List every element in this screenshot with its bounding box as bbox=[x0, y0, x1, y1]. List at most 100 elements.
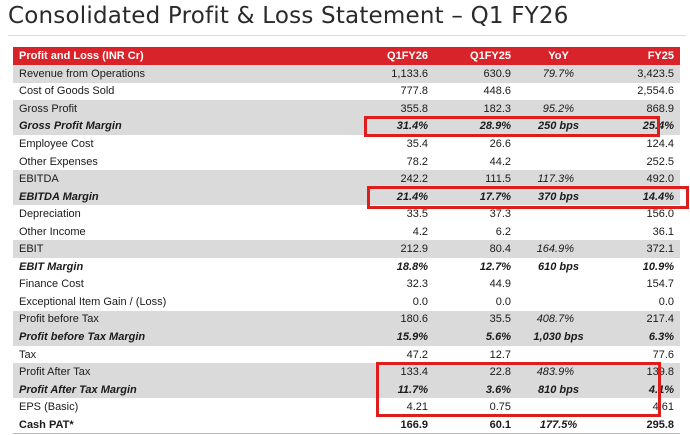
cell-q1fy25: 182.3 bbox=[483, 102, 511, 115]
cell-fy25: 154.7 bbox=[646, 278, 674, 291]
cell-fy25: 492.0 bbox=[646, 173, 674, 186]
table-header-row: Profit and Loss (INR Cr) Q1FY26 Q1FY25 Y… bbox=[13, 47, 680, 65]
row-label: Gross Profit Margin bbox=[19, 120, 122, 133]
table-row: Cash PAT* 166.9 60.1 177.5% 295.8 bbox=[13, 415, 680, 434]
row-label: EBIT Margin bbox=[19, 260, 84, 273]
cell-yoy: 1,030 bps bbox=[533, 330, 584, 343]
row-label: EBIT bbox=[19, 243, 44, 256]
row-label: Revenue from Operations bbox=[19, 67, 145, 80]
row-label: Employee Cost bbox=[19, 137, 94, 150]
cell-q1fy26: 180.6 bbox=[400, 313, 428, 326]
cell-q1fy25: 17.7% bbox=[479, 190, 511, 203]
table-row: Other Expenses 78.2 44.2 252.5 bbox=[13, 152, 680, 171]
cell-fy25: 77.6 bbox=[652, 348, 674, 361]
cell-q1fy25: 0.75 bbox=[489, 401, 511, 414]
table-row: Profit After Tax 133.4 22.8 483.9% 139.8 bbox=[13, 363, 680, 381]
cell-yoy: 370 bps bbox=[538, 190, 579, 203]
cell-fy25: 868.9 bbox=[646, 102, 674, 115]
cell-q1fy25: 5.6% bbox=[485, 330, 511, 343]
cell-fy25: 252.5 bbox=[646, 155, 674, 168]
cell-yoy bbox=[517, 83, 600, 101]
cell-yoy: 483.9% bbox=[536, 366, 574, 379]
cell-fy25: 4.61 bbox=[652, 401, 674, 414]
table-row: Profit before Tax 180.6 35.5 408.7% 217.4 bbox=[13, 310, 680, 329]
row-label: EPS (Basic) bbox=[19, 401, 79, 414]
table-row: Gross Profit 355.8 182.3 95.2% 868.9 bbox=[13, 100, 680, 118]
cell-fy25: 2,554.6 bbox=[637, 85, 674, 98]
cell-fy25: 6.3% bbox=[648, 330, 674, 343]
cell-q1fy26: 11.7% bbox=[397, 383, 428, 396]
cell-yoy bbox=[517, 223, 600, 241]
row-label: EBITDA bbox=[19, 173, 59, 186]
table-row: Tax 47.2 12.7 77.6 bbox=[13, 345, 680, 364]
header-yoy: YoY bbox=[548, 50, 569, 62]
cell-fy25: 36.1 bbox=[652, 225, 674, 238]
table-row: Gross Profit Margin 31.4% 28.9% 250 bps 25.4… bbox=[13, 117, 680, 136]
cell-q1fy26: 78.2 bbox=[406, 155, 428, 168]
row-label: Tax bbox=[19, 348, 37, 361]
table-row: Revenue from Operations 1,133.6 630.9 79.7%… bbox=[13, 65, 680, 83]
row-label: EBITDA Margin bbox=[19, 190, 99, 203]
cell-q1fy25: 35.5 bbox=[489, 313, 511, 326]
cell-q1fy26: 212.9 bbox=[400, 243, 428, 256]
table-row: Profit before Tax Margin 15.9% 5.6% 1,030 b… bbox=[13, 328, 680, 346]
cell-fy25: 3,423.5 bbox=[637, 67, 674, 80]
cell-q1fy25: 12.7% bbox=[479, 260, 511, 273]
row-label: Depreciation bbox=[19, 208, 81, 221]
table-row: EBIT 212.9 80.4 164.9% 372.1 bbox=[13, 240, 680, 259]
cell-q1fy25: 44.9 bbox=[489, 278, 511, 291]
cell-fy25: 139.8 bbox=[646, 366, 674, 379]
cell-fy25: 4.1% bbox=[648, 383, 674, 396]
table-row: Exceptional Item Gain / (Loss) 0.0 0.0 0.0 bbox=[13, 293, 680, 311]
cell-fy25: 124.4 bbox=[646, 137, 674, 150]
cell-yoy: 164.9% bbox=[536, 243, 574, 256]
cell-q1fy26: 15.9% bbox=[396, 330, 428, 343]
cell-q1fy25: 60.1 bbox=[489, 418, 511, 431]
table-row: Other Income 4.2 6.2 36.1 bbox=[13, 222, 680, 241]
row-label: Finance Cost bbox=[19, 278, 84, 291]
cell-q1fy26: 31.4% bbox=[396, 120, 428, 133]
cell-q1fy26: 21.4% bbox=[396, 190, 428, 203]
cell-yoy: 95.2% bbox=[542, 102, 574, 115]
cell-q1fy26: 1,133.6 bbox=[391, 67, 428, 80]
cell-q1fy26: 777.8 bbox=[400, 85, 428, 98]
cell-yoy: 117.3% bbox=[537, 173, 575, 186]
cell-yoy: 610 bps bbox=[538, 260, 579, 273]
row-label: Profit before Tax bbox=[19, 313, 99, 326]
cell-yoy bbox=[517, 293, 600, 311]
header-q1fy26: Q1FY26 bbox=[387, 50, 428, 62]
table-body: Revenue from Operations 1,133.6 630.9 79.7%… bbox=[13, 65, 680, 434]
cell-q1fy25: 448.6 bbox=[483, 85, 511, 98]
cell-q1fy26: 47.2 bbox=[406, 348, 428, 361]
cell-q1fy26: 18.8% bbox=[396, 260, 428, 273]
cell-yoy bbox=[517, 276, 600, 294]
cell-q1fy25: 28.9% bbox=[479, 120, 511, 133]
pnl-table: Profit and Loss (INR Cr) Q1FY26 Q1FY25 Y… bbox=[13, 47, 680, 434]
row-label: Profit After Tax Margin bbox=[19, 383, 137, 396]
cell-q1fy26: 32.3 bbox=[406, 278, 428, 291]
cell-q1fy25: 12.7 bbox=[489, 348, 511, 361]
table-row: EBITDA 242.2 111.5 117.3% 492.0 bbox=[13, 170, 680, 188]
cell-q1fy26: 242.2 bbox=[400, 173, 428, 186]
cell-yoy bbox=[517, 135, 600, 153]
cell-q1fy25: 0.0 bbox=[495, 295, 511, 308]
cell-q1fy25: 26.6 bbox=[489, 137, 511, 150]
cell-fy25: 10.9% bbox=[642, 260, 674, 273]
table-row: EBIT Margin 18.8% 12.7% 610 bps 10.9% bbox=[13, 258, 680, 276]
cell-yoy bbox=[517, 205, 600, 223]
header-q1fy25: Q1FY25 bbox=[470, 50, 511, 62]
row-label: Cost of Goods Sold bbox=[19, 85, 115, 98]
cell-yoy: 79.7% bbox=[542, 67, 574, 80]
cell-q1fy26: 0.0 bbox=[412, 295, 428, 308]
cell-q1fy26: 4.21 bbox=[406, 401, 428, 414]
cell-q1fy25: 80.4 bbox=[489, 243, 511, 256]
cell-q1fy26: 133.4 bbox=[400, 366, 428, 379]
cell-q1fy25: 22.8 bbox=[489, 366, 511, 379]
table-row: Profit After Tax Margin 11.7% 3.6% 810 bps 4… bbox=[13, 380, 680, 399]
cell-q1fy25: 6.2 bbox=[495, 225, 511, 238]
table-row: Employee Cost 35.4 26.6 124.4 bbox=[13, 135, 680, 153]
cell-q1fy25: 630.9 bbox=[483, 67, 511, 80]
cell-fy25: 295.8 bbox=[646, 418, 674, 431]
title-divider bbox=[8, 35, 686, 36]
cell-yoy: 810 bps bbox=[538, 383, 579, 396]
